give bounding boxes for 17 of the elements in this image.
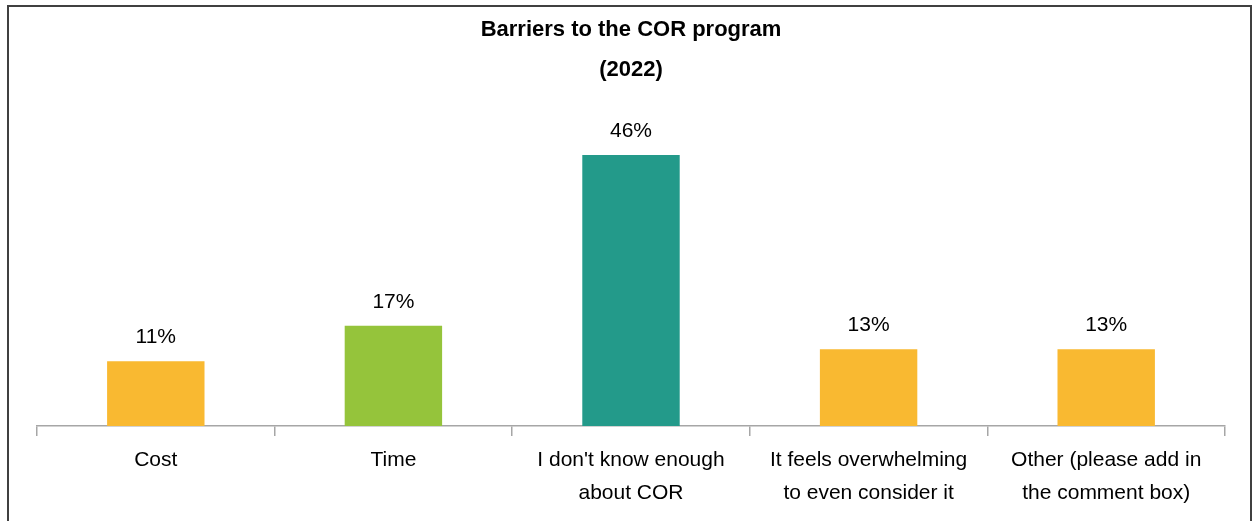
bar — [344, 325, 443, 426]
data-label: 17% — [372, 288, 415, 312]
data-label: 46% — [609, 117, 653, 141]
bar — [819, 349, 918, 426]
x-tick-label: Time — [370, 446, 417, 470]
chart-title: Barriers to the COR program — [480, 16, 782, 42]
data-label: 11% — [135, 323, 177, 347]
x-tick-label: I don't know enough about COR — [537, 446, 725, 503]
x-tick-label: Cost — [134, 446, 178, 470]
x-tick-label: It feels overwhelming to even consider it — [769, 446, 968, 503]
data-label: 13% — [1085, 312, 1128, 336]
data-label: 13% — [847, 312, 890, 336]
bar — [1057, 349, 1155, 426]
chart-subtitle: (2022) — [599, 55, 663, 81]
bar — [107, 361, 205, 426]
x-tick-label: Other (please add in the comment box) — [1011, 446, 1202, 503]
bar — [582, 155, 680, 426]
